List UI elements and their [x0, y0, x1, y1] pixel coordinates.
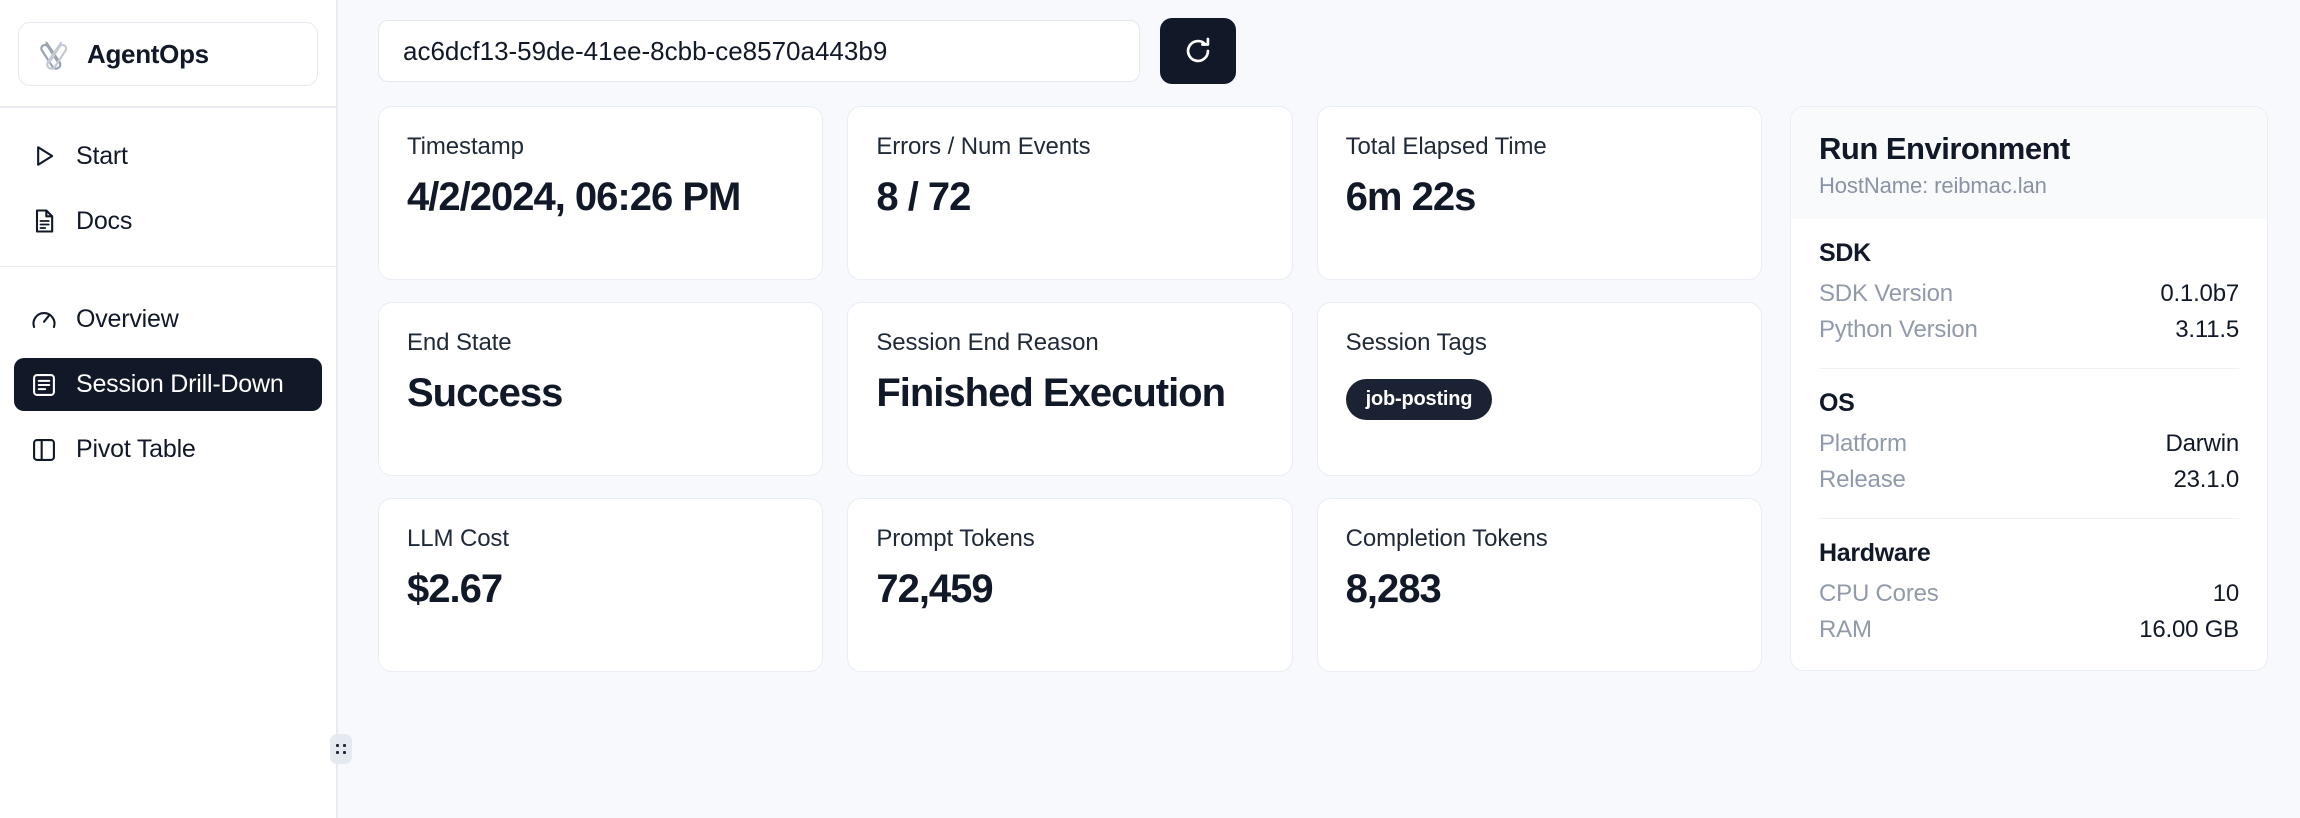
env-key: SDK Version — [1819, 280, 1953, 307]
run-environment-header: Run Environment HostName: reibmac.lan — [1791, 107, 2267, 219]
metric-card-timestamp: Timestamp 4/2/2024, 06:26 PM — [378, 106, 824, 280]
refresh-icon — [1181, 34, 1215, 68]
metric-card-completion-tokens: Completion Tokens 8,283 — [1316, 498, 1762, 672]
drag-dots-icon — [336, 744, 346, 754]
card-value: Success — [407, 371, 563, 415]
sidebar: AgentOps Start — [0, 0, 352, 818]
metric-card-session-end-reason: Session End Reason Finished Execution — [847, 302, 1293, 476]
sidebar-item-docs[interactable]: Docs — [14, 195, 322, 248]
section-title: Hardware — [1819, 539, 1931, 567]
card-label: Errors / Num Events — [876, 133, 1091, 160]
metric-card-prompt-tokens: Prompt Tokens 72,459 — [847, 498, 1293, 672]
hostname-text: HostName: reibmac.lan — [1819, 173, 2047, 198]
brand-button[interactable]: AgentOps — [18, 22, 318, 86]
nav-group-secondary: Overview Session Drill-Down — [0, 267, 336, 494]
env-key: Platform — [1819, 430, 1907, 457]
metric-cards-grid: Timestamp 4/2/2024, 06:26 PM Errors / Nu… — [378, 106, 1762, 672]
columns-panel-icon — [30, 436, 58, 464]
sidebar-item-label: Docs — [76, 206, 133, 235]
env-section-sdk: SDK SDK Version 0.1.0b7 Python Version 3… — [1819, 219, 2239, 348]
env-row: RAM 16.00 GB — [1819, 612, 2239, 648]
env-value: 3.11.5 — [2175, 316, 2239, 343]
sidebar-item-overview[interactable]: Overview — [14, 293, 322, 346]
env-value: 10 — [2212, 580, 2239, 607]
list-panel-icon — [30, 371, 58, 399]
card-label: LLM Cost — [407, 525, 509, 552]
card-value: Finished Execution — [876, 371, 1226, 415]
nav-group-primary: Start Docs — [0, 108, 336, 266]
sidebar-item-start[interactable]: Start — [14, 130, 322, 183]
env-key: Python Version — [1819, 316, 1978, 343]
env-row: CPU Cores 10 — [1819, 576, 2239, 612]
env-row: SDK Version 0.1.0b7 — [1819, 276, 2239, 312]
sidebar-resize-handle[interactable] — [330, 734, 352, 764]
main-content: Timestamp 4/2/2024, 06:26 PM Errors / Nu… — [338, 0, 2300, 818]
section-title: OS — [1819, 389, 1855, 417]
document-text-icon — [30, 207, 58, 235]
metric-card-end-state: End State Success — [378, 302, 824, 476]
sidebar-item-pivot-table[interactable]: Pivot Table — [14, 423, 322, 476]
session-id-input[interactable] — [378, 20, 1140, 82]
card-label: Session Tags — [1345, 329, 1487, 356]
run-environment-body: SDK SDK Version 0.1.0b7 Python Version 3… — [1791, 219, 2267, 670]
brand-container: AgentOps — [0, 0, 336, 106]
env-section-os: OS Platform Darwin Release 23.1.0 — [1819, 368, 2239, 498]
brand-name: AgentOps — [87, 38, 209, 69]
metric-card-errors-num-events: Errors / Num Events 8 / 72 — [847, 106, 1293, 280]
refresh-button[interactable] — [1160, 18, 1236, 84]
env-value: Darwin — [2165, 430, 2240, 457]
sidebar-item-label: Session Drill-Down — [76, 370, 284, 398]
card-value: 8 / 72 — [876, 175, 971, 219]
status-badge[interactable]: job-posting — [1345, 379, 1493, 420]
card-label: Prompt Tokens — [876, 525, 1035, 552]
play-triangle-icon — [30, 142, 58, 170]
card-value: 6m 22s — [1345, 175, 1477, 219]
sidebar-item-label: Overview — [76, 305, 179, 333]
env-row: Release 23.1.0 — [1819, 462, 2239, 498]
sidebar-divider-mid — [0, 265, 336, 267]
section-title: SDK — [1819, 239, 1871, 267]
card-value: 72,459 — [876, 567, 993, 611]
card-label: Session End Reason — [876, 329, 1099, 356]
env-value: 16.00 GB — [2139, 616, 2239, 643]
toolbar — [378, 0, 2268, 106]
sidebar-item-session-drill-down[interactable]: Session Drill-Down — [14, 358, 322, 411]
env-section-hardware: Hardware CPU Cores 10 RAM 16.00 GB — [1819, 518, 2239, 648]
sidebar-item-label: Pivot Table — [76, 435, 196, 463]
run-environment-panel: Run Environment HostName: reibmac.lan SD… — [1790, 106, 2268, 671]
card-label: End State — [407, 329, 512, 356]
paperclip-logo-icon — [37, 37, 71, 71]
card-label: Total Elapsed Time — [1345, 133, 1547, 160]
metric-card-total-elapsed-time: Total Elapsed Time 6m 22s — [1316, 106, 1762, 280]
card-label: Timestamp — [407, 133, 524, 160]
env-key: Release — [1819, 466, 1906, 493]
dashboard-body: Timestamp 4/2/2024, 06:26 PM Errors / Nu… — [378, 106, 2268, 672]
env-key: RAM — [1819, 616, 1872, 643]
gauge-icon — [30, 306, 58, 334]
metric-card-llm-cost: LLM Cost $2.67 — [378, 498, 824, 672]
card-value: 8,283 — [1345, 567, 1442, 611]
card-label: Completion Tokens — [1345, 525, 1548, 552]
panel-title: Run Environment — [1819, 131, 2070, 166]
sidebar-divider-top — [0, 106, 336, 108]
env-row: Python Version 3.11.5 — [1819, 312, 2239, 348]
sidebar-item-label: Start — [76, 141, 128, 170]
env-key: CPU Cores — [1819, 580, 1939, 607]
card-value: 4/2/2024, 06:26 PM — [407, 175, 741, 219]
env-value: 23.1.0 — [2173, 466, 2239, 493]
env-row: Platform Darwin — [1819, 426, 2239, 462]
card-value: $2.67 — [407, 567, 503, 611]
metric-card-session-tags: Session Tags job-posting — [1316, 302, 1762, 476]
env-value: 0.1.0b7 — [2160, 280, 2239, 307]
